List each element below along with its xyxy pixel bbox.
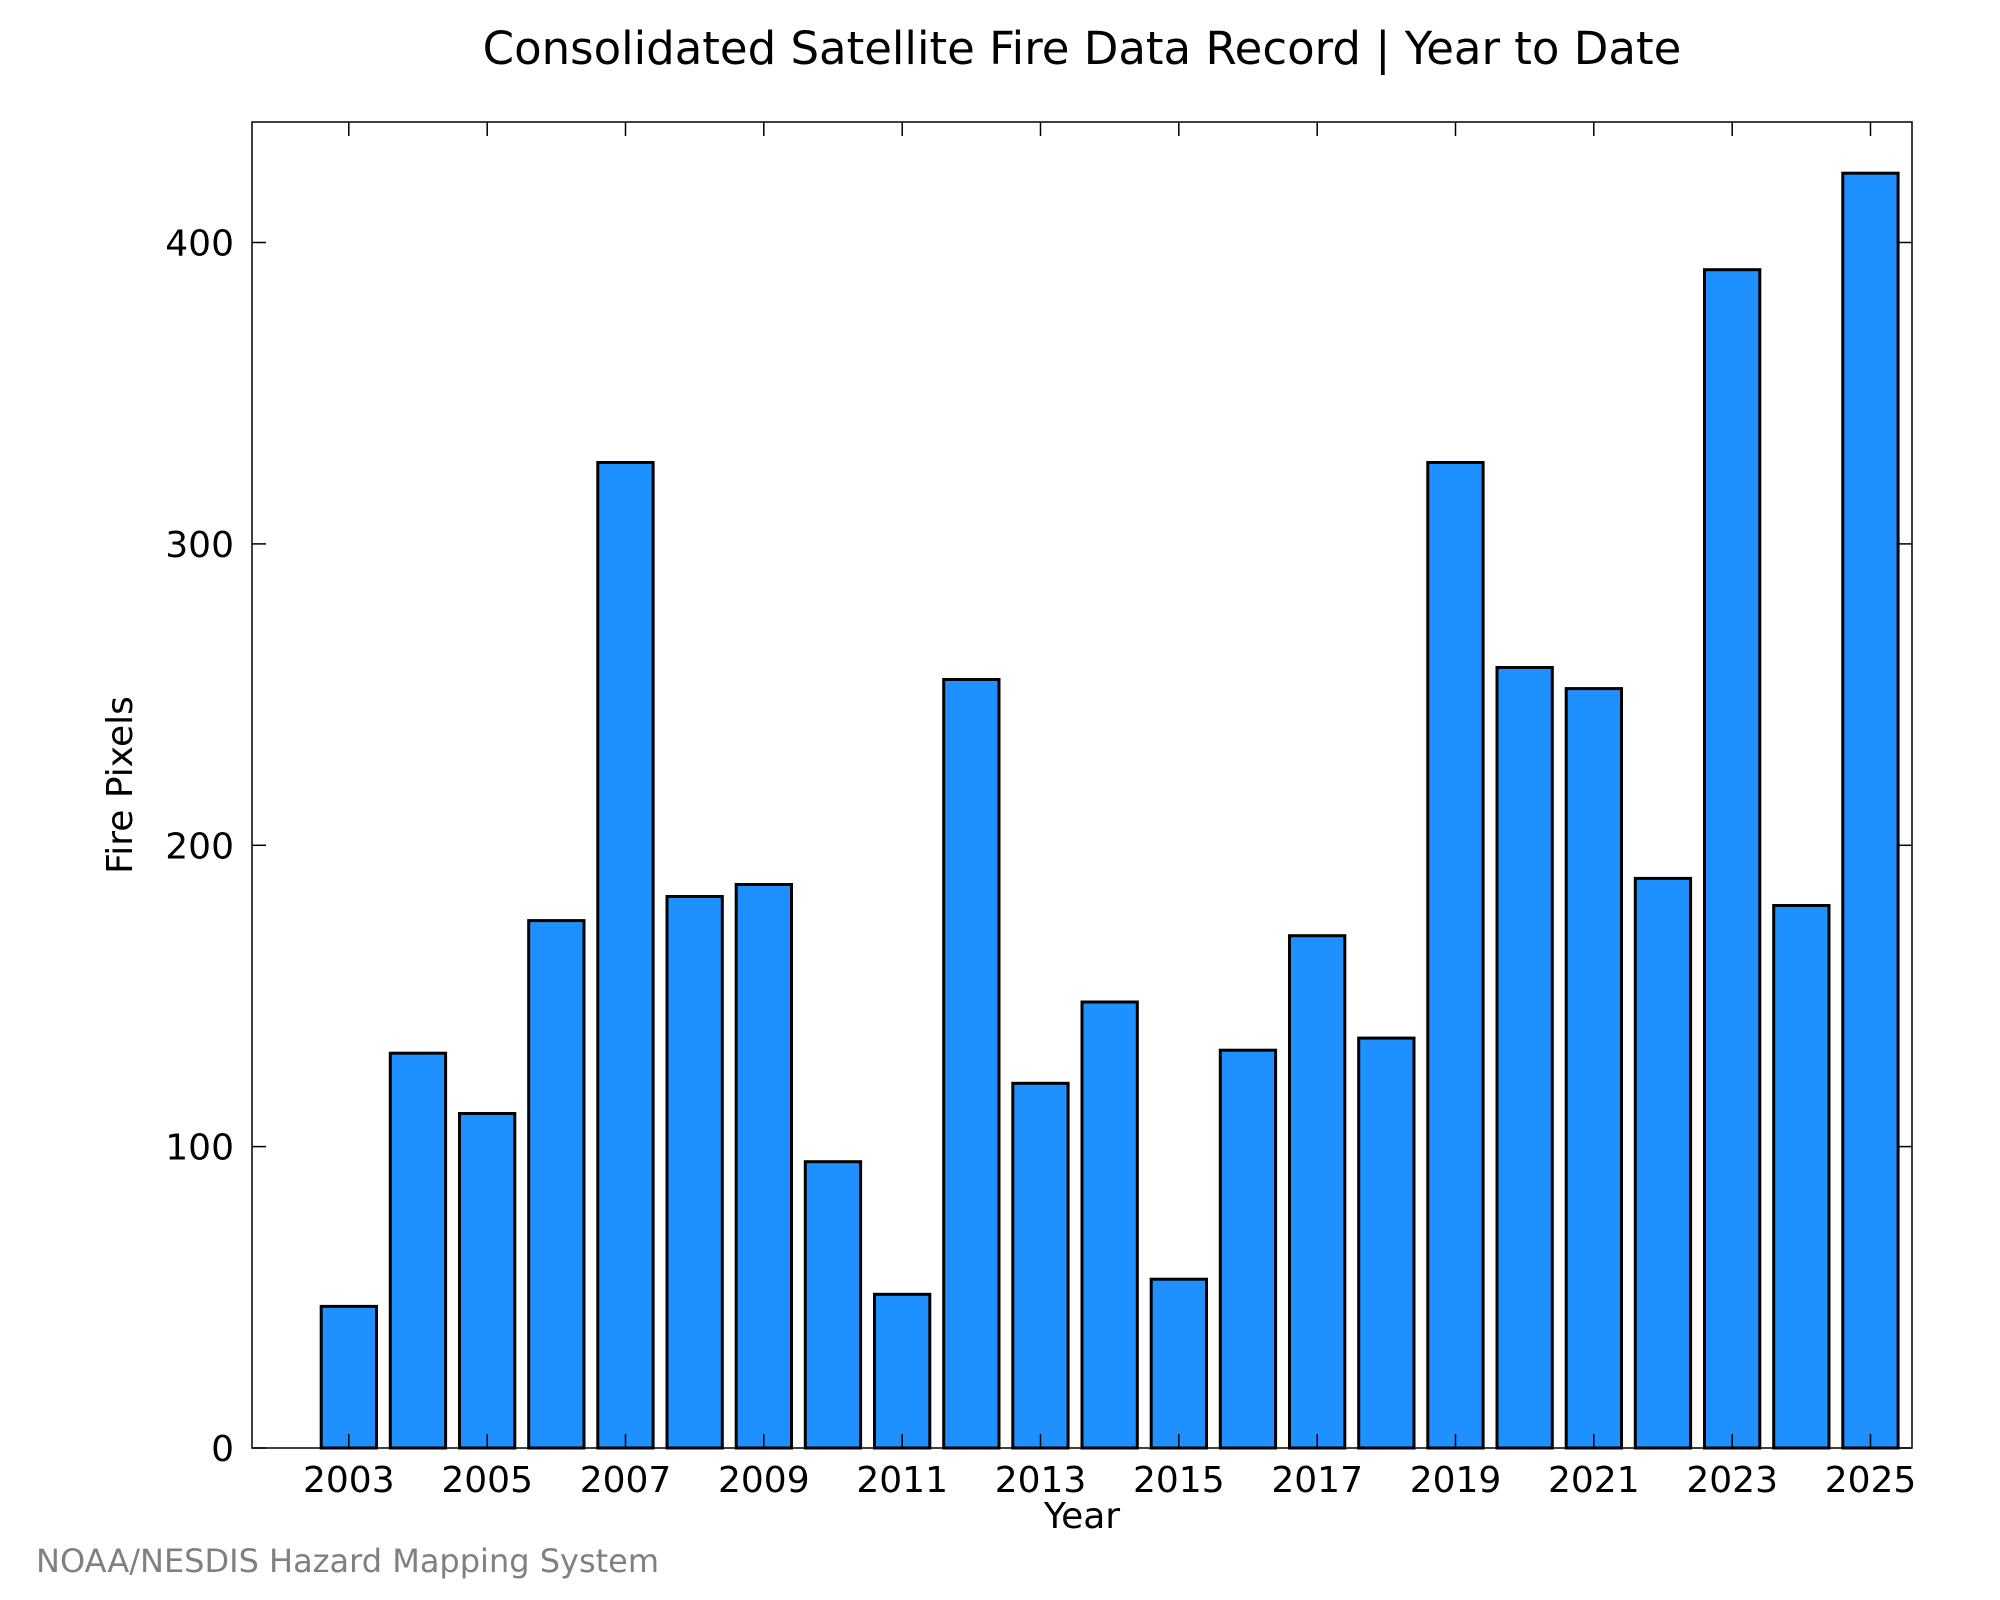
bar-2014	[1080, 1000, 1139, 1450]
bar-2012	[942, 678, 1001, 1450]
x-tick-label-2011: 2011	[856, 1460, 948, 1501]
x-tick-label-2005: 2005	[441, 1460, 533, 1501]
y-tick-label-0: 0	[211, 1429, 234, 1470]
bar-2022	[1633, 876, 1693, 1450]
credit-text: NOAA/NESDIS Hazard Mapping System	[36, 1542, 659, 1580]
x-tick-label-2003: 2003	[303, 1460, 395, 1501]
y-tick-label-400: 400	[165, 224, 234, 265]
bar-2024	[1772, 904, 1831, 1450]
x-tick-label-2023: 2023	[1686, 1460, 1778, 1501]
bar-2016	[1218, 1048, 1278, 1450]
bar-2011	[873, 1292, 932, 1450]
x-tick-label-2015: 2015	[1133, 1460, 1225, 1501]
bar-2006	[527, 919, 586, 1450]
x-tick-label-2025: 2025	[1825, 1460, 1917, 1501]
plot-frame	[251, 121, 1913, 1449]
y-axis-label: Fire Pixels	[100, 696, 141, 874]
bars-layer	[319, 171, 1900, 1450]
x-tick-labels: 2003 2005 2007 2009 2011 2013 2015 2017 2019 2021…	[303, 1460, 1916, 1501]
x-tick-label-2013: 2013	[995, 1460, 1087, 1501]
y-tick-label-200: 200	[165, 826, 234, 867]
x-tick-label-2007: 2007	[580, 1460, 672, 1501]
bar-2008	[665, 895, 724, 1450]
x-tick-label-2009: 2009	[718, 1460, 810, 1501]
y-tick-label-300: 300	[165, 525, 234, 566]
bar-2019	[1426, 461, 1485, 1450]
x-tick-label-2019: 2019	[1410, 1460, 1502, 1501]
bar-2023	[1703, 268, 1762, 1450]
bar-2017	[1288, 934, 1347, 1450]
bar-2013	[1011, 1081, 1070, 1450]
bar-2015	[1149, 1277, 1208, 1450]
bar-2018	[1357, 1036, 1416, 1450]
y-tick-label-100: 100	[165, 1128, 234, 1169]
bar-2021	[1564, 687, 1623, 1450]
x-axis-label: Year	[1043, 1496, 1120, 1537]
x-tick-label-2017: 2017	[1271, 1460, 1363, 1501]
ticks-layer	[252, 122, 1912, 1449]
bar-2003	[319, 1304, 379, 1450]
bar-2005	[458, 1112, 517, 1450]
bar-2007	[596, 461, 655, 1450]
bar-2004	[388, 1051, 448, 1450]
bar-2010	[803, 1160, 863, 1450]
bar-2009	[734, 883, 794, 1450]
y-tick-labels: 0 100 200 300 400	[165, 224, 234, 1471]
x-tick-label-2021: 2021	[1548, 1460, 1640, 1501]
chart-title: Consolidated Satellite Fire Data Record …	[483, 22, 1682, 75]
bar-2020	[1495, 666, 1554, 1450]
bar-2025	[1841, 171, 1900, 1450]
